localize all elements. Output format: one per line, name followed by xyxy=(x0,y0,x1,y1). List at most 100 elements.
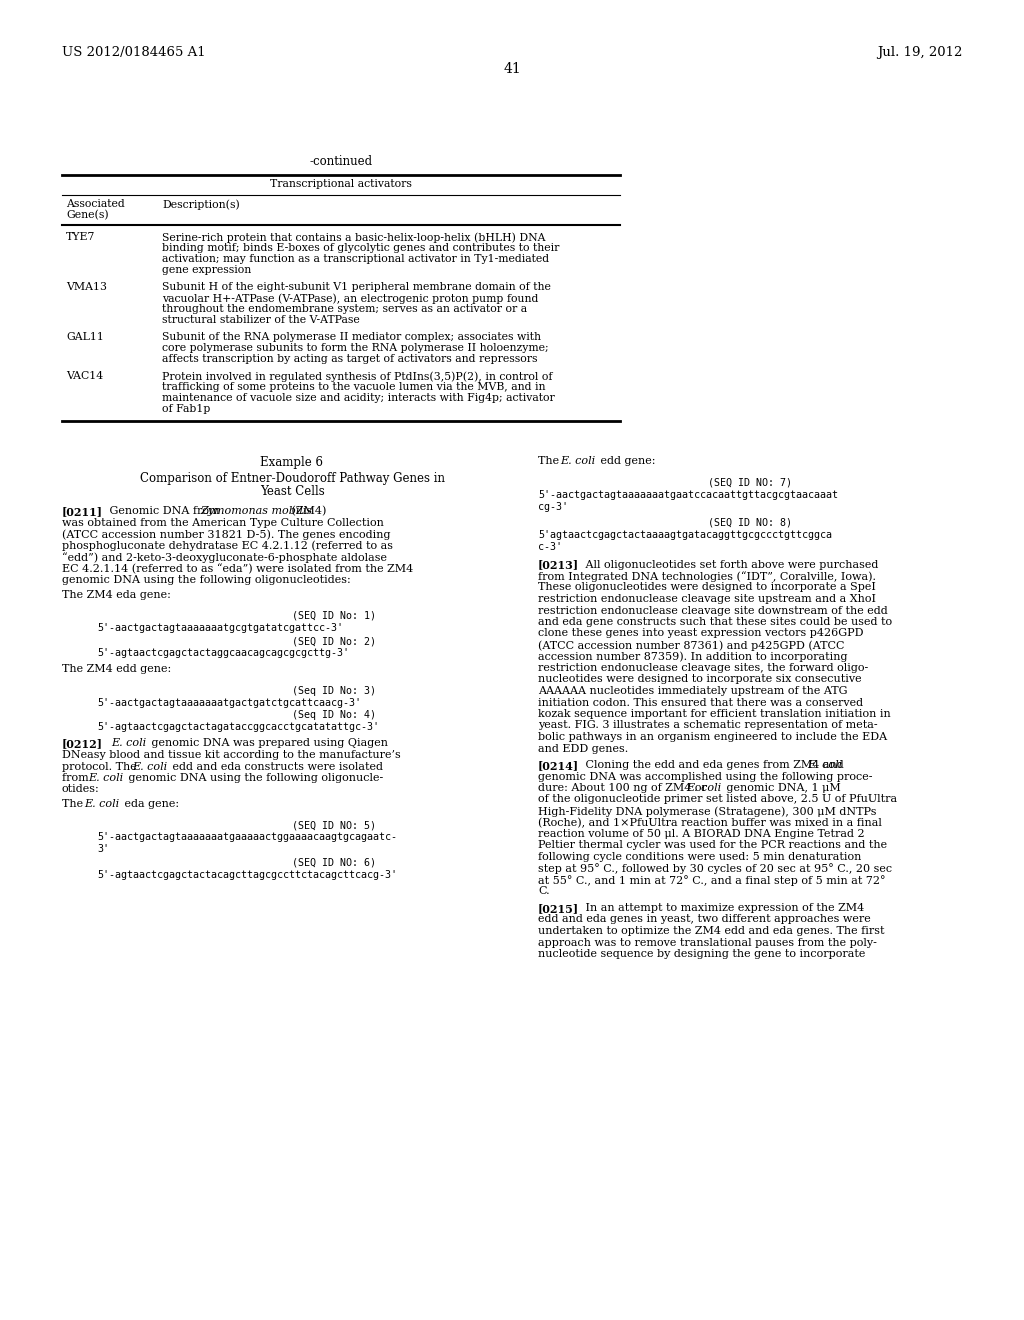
Text: E. coli: E. coli xyxy=(88,774,123,783)
Text: clone these genes into yeast expression vectors p426GPD: clone these genes into yeast expression … xyxy=(538,628,863,639)
Text: 5'-agtaactcgagctactaggcaacagcagcgcgcttg-3': 5'-agtaactcgagctactaggcaacagcagcgcgcttg-… xyxy=(97,648,349,657)
Text: approach was to remove translational pauses from the poly-: approach was to remove translational pau… xyxy=(538,937,877,948)
Text: The: The xyxy=(62,799,87,809)
Text: Subunit H of the eight-subunit V1 peripheral membrane domain of the: Subunit H of the eight-subunit V1 periph… xyxy=(162,282,551,292)
Text: These oligonucleotides were designed to incorporate a SpeI: These oligonucleotides were designed to … xyxy=(538,582,876,593)
Text: Description(s): Description(s) xyxy=(162,199,240,210)
Text: Genomic DNA from: Genomic DNA from xyxy=(99,506,223,516)
Text: (Seq ID No: 3): (Seq ID No: 3) xyxy=(292,685,376,696)
Text: at 55° C., and 1 min at 72° C., and a final step of 5 min at 72°: at 55° C., and 1 min at 72° C., and a fi… xyxy=(538,875,886,886)
Text: Yeast Cells: Yeast Cells xyxy=(260,484,325,498)
Text: Serine-rich protein that contains a basic-helix-loop-helix (bHLH) DNA: Serine-rich protein that contains a basi… xyxy=(162,232,546,243)
Text: binding motif; binds E-boxes of glycolytic genes and contributes to their: binding motif; binds E-boxes of glycolyt… xyxy=(162,243,559,253)
Text: initiation codon. This ensured that there was a conserved: initiation codon. This ensured that ther… xyxy=(538,697,863,708)
Text: cg-3': cg-3' xyxy=(538,502,568,511)
Text: otides:: otides: xyxy=(62,784,99,795)
Text: AAAAAA nucleotides immediately upstream of the ATG: AAAAAA nucleotides immediately upstream … xyxy=(538,686,848,696)
Text: nucleotides were designed to incorporate six consecutive: nucleotides were designed to incorporate… xyxy=(538,675,861,685)
Text: Transcriptional activators: Transcriptional activators xyxy=(270,180,412,189)
Text: undertaken to optimize the ZM4 edd and eda genes. The first: undertaken to optimize the ZM4 edd and e… xyxy=(538,927,885,936)
Text: [0215]: [0215] xyxy=(538,903,580,913)
Text: VAC14: VAC14 xyxy=(66,371,103,381)
Text: E. coli: E. coli xyxy=(132,762,167,771)
Text: maintenance of vacuole size and acidity; interacts with Fig4p; activator: maintenance of vacuole size and acidity;… xyxy=(162,393,555,403)
Text: In an attempt to maximize expression of the ZM4: In an attempt to maximize expression of … xyxy=(575,903,864,913)
Text: and eda gene constructs such that these sites could be used to: and eda gene constructs such that these … xyxy=(538,616,892,627)
Text: throughout the endomembrane system; serves as an activator or a: throughout the endomembrane system; serv… xyxy=(162,304,527,314)
Text: E. coli: E. coli xyxy=(686,783,721,793)
Text: (ATCC accession number 31821 D-5). The genes encoding: (ATCC accession number 31821 D-5). The g… xyxy=(62,529,390,540)
Text: High-Fidelity DNA polymerase (Stratagene), 300 μM dNTPs: High-Fidelity DNA polymerase (Stratagene… xyxy=(538,807,877,817)
Text: protocol. The: protocol. The xyxy=(62,762,140,771)
Text: Comparison of Entner-Doudoroff Pathway Genes in: Comparison of Entner-Doudoroff Pathway G… xyxy=(139,473,444,484)
Text: restriction endonuclease cleavage sites, the forward oligo-: restriction endonuclease cleavage sites,… xyxy=(538,663,868,673)
Text: dure: About 100 ng of ZM4 or: dure: About 100 ng of ZM4 or xyxy=(538,783,711,793)
Text: Cloning the edd and eda genes from ZM4 and: Cloning the edd and eda genes from ZM4 a… xyxy=(575,760,847,770)
Text: bolic pathways in an organism engineered to include the EDA: bolic pathways in an organism engineered… xyxy=(538,733,887,742)
Text: restriction endonuclease cleavage site upstream and a XhoI: restriction endonuclease cleavage site u… xyxy=(538,594,876,605)
Text: genomic DNA using the following oligonucleotides:: genomic DNA using the following oligonuc… xyxy=(62,576,351,585)
Text: vacuolar H+-ATPase (V-ATPase), an electrogenic proton pump found: vacuolar H+-ATPase (V-ATPase), an electr… xyxy=(162,293,539,304)
Text: The ZM4 edd gene:: The ZM4 edd gene: xyxy=(62,664,171,675)
Text: Subunit of the RNA polymerase II mediator complex; associates with: Subunit of the RNA polymerase II mediato… xyxy=(162,333,541,342)
Text: kozak sequence important for efficient translation initiation in: kozak sequence important for efficient t… xyxy=(538,709,891,719)
Text: Peltier thermal cycler was used for the PCR reactions and the: Peltier thermal cycler was used for the … xyxy=(538,841,887,850)
Text: EC 4.2.1.14 (referred to as “eda”) were isolated from the ZM4: EC 4.2.1.14 (referred to as “eda”) were … xyxy=(62,564,414,574)
Text: from Integrated DNA technologies (“IDT”, Coralville, Iowa).: from Integrated DNA technologies (“IDT”,… xyxy=(538,572,876,582)
Text: E. coli: E. coli xyxy=(560,455,595,466)
Text: from: from xyxy=(62,774,92,783)
Text: [0211]: [0211] xyxy=(62,506,103,517)
Text: 5'-aactgactagtaaaaaaatgaaaaactggaaaacaagtgcagaatc-: 5'-aactgactagtaaaaaaatgaaaaactggaaaacaag… xyxy=(97,833,397,842)
Text: E. coli: E. coli xyxy=(807,760,842,770)
Text: E. coli: E. coli xyxy=(84,799,119,809)
Text: genomic DNA was accomplished using the following proce-: genomic DNA was accomplished using the f… xyxy=(538,771,872,781)
Text: (Seq ID No: 4): (Seq ID No: 4) xyxy=(292,710,376,721)
Text: accession number 87359). In addition to incorporating: accession number 87359). In addition to … xyxy=(538,652,848,663)
Text: [0214]: [0214] xyxy=(538,760,580,771)
Text: was obtained from the American Type Culture Collection: was obtained from the American Type Cult… xyxy=(62,517,384,528)
Text: C.: C. xyxy=(538,887,550,896)
Text: (ATCC accession number 87361) and p425GPD (ATCC: (ATCC accession number 87361) and p425GP… xyxy=(538,640,845,651)
Text: 5'-aactgactagtaaaaaaatgactgatctgcattcaacg-3': 5'-aactgactagtaaaaaaatgactgatctgcattcaac… xyxy=(97,697,361,708)
Text: (SEQ ID NO: 6): (SEQ ID NO: 6) xyxy=(292,858,376,867)
Text: 5'-agtaactcgagctactacagcttagcgccttctacagcttcacg-3': 5'-agtaactcgagctactacagcttagcgccttctacag… xyxy=(97,870,397,879)
Text: core polymerase subunits to form the RNA polymerase II holoenzyme;: core polymerase subunits to form the RNA… xyxy=(162,343,549,352)
Text: VMA13: VMA13 xyxy=(66,282,106,292)
Text: DNeasy blood and tissue kit according to the manufacture’s: DNeasy blood and tissue kit according to… xyxy=(62,750,400,760)
Text: Example 6: Example 6 xyxy=(260,455,324,469)
Text: All oligonucleotides set forth above were purchased: All oligonucleotides set forth above wer… xyxy=(575,560,879,569)
Text: of Fab1p: of Fab1p xyxy=(162,404,210,414)
Text: genomic DNA using the following oligonucle-: genomic DNA using the following oligonuc… xyxy=(125,774,383,783)
Text: The: The xyxy=(538,455,562,466)
Text: 5'-aactgactagtaaaaaaatgcgtgatatcgattcc-3': 5'-aactgactagtaaaaaaatgcgtgatatcgattcc-3… xyxy=(97,623,343,634)
Text: Protein involved in regulated synthesis of PtdIns(3,5)P(2), in control of: Protein involved in regulated synthesis … xyxy=(162,371,553,381)
Text: (SEQ ID NO: 8): (SEQ ID NO: 8) xyxy=(708,517,792,528)
Text: yeast. FIG. 3 illustrates a schematic representation of meta-: yeast. FIG. 3 illustrates a schematic re… xyxy=(538,721,878,730)
Text: (Roche), and 1×PfuUltra reaction buffer was mixed in a final: (Roche), and 1×PfuUltra reaction buffer … xyxy=(538,817,882,828)
Text: genomic DNA was prepared using Qiagen: genomic DNA was prepared using Qiagen xyxy=(148,738,388,748)
Text: phosphogluconate dehydratase EC 4.2.1.12 (referred to as: phosphogluconate dehydratase EC 4.2.1.12… xyxy=(62,540,393,550)
Text: trafficking of some proteins to the vacuole lumen via the MVB, and in: trafficking of some proteins to the vacu… xyxy=(162,381,546,392)
Text: c-3': c-3' xyxy=(538,541,562,552)
Text: and EDD genes.: and EDD genes. xyxy=(538,743,629,754)
Text: 5'agtaactcgagctactaaaagtgatacaggttgcgccctgttcggca: 5'agtaactcgagctactaaaagtgatacaggttgcgccc… xyxy=(538,529,831,540)
Text: [0212]: [0212] xyxy=(62,738,103,750)
Text: 5'-aactgactagtaaaaaaatgaatccacaattgttacgcgtaacaaat: 5'-aactgactagtaaaaaaatgaatccacaattgttacg… xyxy=(538,490,838,499)
Text: genomic DNA, 1 μM: genomic DNA, 1 μM xyxy=(723,783,841,793)
Text: (SEQ ID No: 2): (SEQ ID No: 2) xyxy=(292,636,376,645)
Text: edd gene:: edd gene: xyxy=(597,455,655,466)
Text: structural stabilizer of the V-ATPase: structural stabilizer of the V-ATPase xyxy=(162,315,359,325)
Text: eda gene:: eda gene: xyxy=(121,799,179,809)
Text: restriction endonuclease cleavage site downstream of the edd: restriction endonuclease cleavage site d… xyxy=(538,606,888,615)
Text: US 2012/0184465 A1: US 2012/0184465 A1 xyxy=(62,46,206,59)
Text: (SEQ ID NO: 7): (SEQ ID NO: 7) xyxy=(708,478,792,487)
Text: (SEQ ID NO: 5): (SEQ ID NO: 5) xyxy=(292,821,376,830)
Text: 41: 41 xyxy=(503,62,521,77)
Text: The ZM4 eda gene:: The ZM4 eda gene: xyxy=(62,590,171,599)
Text: (ZM4): (ZM4) xyxy=(288,506,327,516)
Text: Zymomonas mobilis: Zymomonas mobilis xyxy=(200,506,312,516)
Text: TYE7: TYE7 xyxy=(66,232,95,242)
Text: Jul. 19, 2012: Jul. 19, 2012 xyxy=(877,46,962,59)
Text: [0213]: [0213] xyxy=(538,560,580,570)
Text: of the oligonucleotide primer set listed above, 2.5 U of PfuUltra: of the oligonucleotide primer set listed… xyxy=(538,795,897,804)
